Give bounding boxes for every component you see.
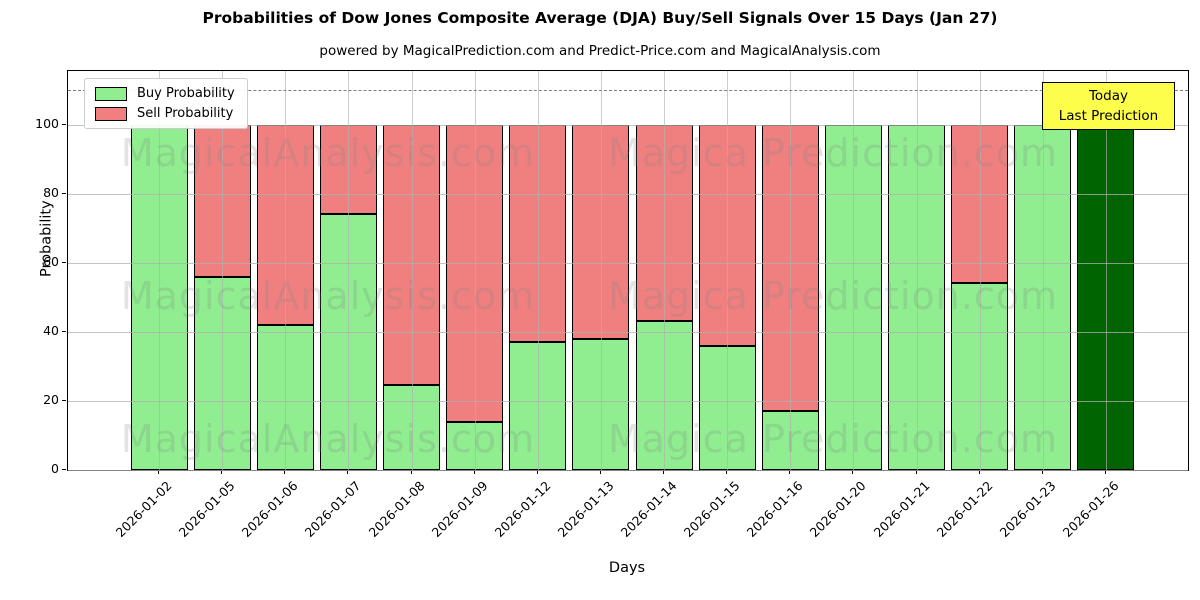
watermark-left: MagicalAnalysis.com <box>120 274 536 318</box>
y-tick-label: 40 <box>43 322 59 338</box>
v-gridline <box>664 71 666 470</box>
x-axis-title: Days <box>608 560 646 576</box>
x-tick-mark <box>599 470 601 474</box>
legend-item-buy: Buy Probability <box>95 86 235 101</box>
v-gridline <box>285 71 287 470</box>
chart-title: Probabilities of Dow Jones Composite Ave… <box>202 9 998 27</box>
v-gridline <box>727 71 729 470</box>
y-tick-mark <box>62 123 66 125</box>
h-gridline <box>68 193 1188 195</box>
watermark-left: MagicalAnalysis.com <box>120 417 536 461</box>
x-tick-mark <box>158 470 159 474</box>
h-gridline <box>68 400 1188 402</box>
legend-buy-label: Buy Probability <box>137 86 235 101</box>
v-gridline <box>411 71 413 470</box>
x-tick-mark <box>1104 470 1106 474</box>
watermark-right: Magica Prediction.com <box>607 274 1059 318</box>
watermark-right: Magica Prediction.com <box>607 131 1059 175</box>
y-tick-mark <box>62 469 66 470</box>
x-tick-mark <box>663 470 665 474</box>
y-tick-mark <box>62 399 66 401</box>
v-gridline <box>1042 71 1044 470</box>
v-gridline <box>474 71 476 470</box>
x-tick-mark <box>473 470 475 474</box>
threshold-dashed-line <box>68 90 1188 91</box>
x-tick-mark <box>789 470 791 474</box>
h-gridline <box>68 331 1188 333</box>
x-tick-mark <box>410 470 412 474</box>
x-tick-mark <box>978 470 980 474</box>
y-tick-mark <box>62 330 66 332</box>
v-gridline <box>159 71 160 470</box>
v-gridline <box>916 71 918 470</box>
v-gridline <box>348 71 350 470</box>
legend-item-sell: Sell Probability <box>95 106 235 121</box>
h-gridline <box>68 470 1188 471</box>
v-gridline <box>537 71 539 470</box>
y-axis-title: Probability <box>38 200 55 277</box>
x-tick-mark <box>221 470 223 474</box>
y-tick-mark <box>62 261 66 263</box>
today-annotation-line1: Today <box>1088 87 1129 104</box>
y-tick-mark <box>62 192 66 194</box>
x-tick-mark <box>726 470 728 474</box>
h-gridline <box>68 262 1188 264</box>
v-gridline <box>600 71 602 470</box>
v-gridline <box>1105 71 1107 470</box>
y-tick-label: 0 <box>51 461 59 476</box>
today-annotation-box: Today Last Prediction <box>1042 82 1175 130</box>
h-gridline <box>68 124 1188 126</box>
x-tick-mark <box>284 470 286 474</box>
y-tick-label: 80 <box>43 184 59 200</box>
buy-color-swatch <box>95 86 127 101</box>
x-tick-mark <box>915 470 917 474</box>
v-gridline <box>790 71 792 470</box>
legend: Buy Probability Sell Probability <box>84 78 248 129</box>
chart-subtitle: powered by MagicalPrediction.com and Pre… <box>319 43 881 59</box>
x-tick-mark <box>852 470 854 474</box>
v-gridline <box>979 71 981 470</box>
y-tick-label: 20 <box>43 391 59 407</box>
x-tick-mark <box>536 470 538 474</box>
plot-area: MagicalAnalysis.com Magica Prediction.co… <box>67 70 1189 471</box>
y-tick-label: 100 <box>35 115 59 131</box>
watermark-right: Magica Prediction.com <box>607 417 1059 461</box>
v-gridline <box>222 71 224 470</box>
today-annotation-line2: Last Prediction <box>1058 108 1159 124</box>
watermark-left: MagicalAnalysis.com <box>120 131 536 175</box>
x-tick-mark <box>347 470 349 474</box>
x-tick-mark <box>1041 470 1043 474</box>
v-gridline <box>853 71 855 470</box>
y-tick-label: 60 <box>43 253 59 269</box>
legend-sell-label: Sell Probability <box>137 106 234 121</box>
sell-color-swatch <box>95 106 127 121</box>
